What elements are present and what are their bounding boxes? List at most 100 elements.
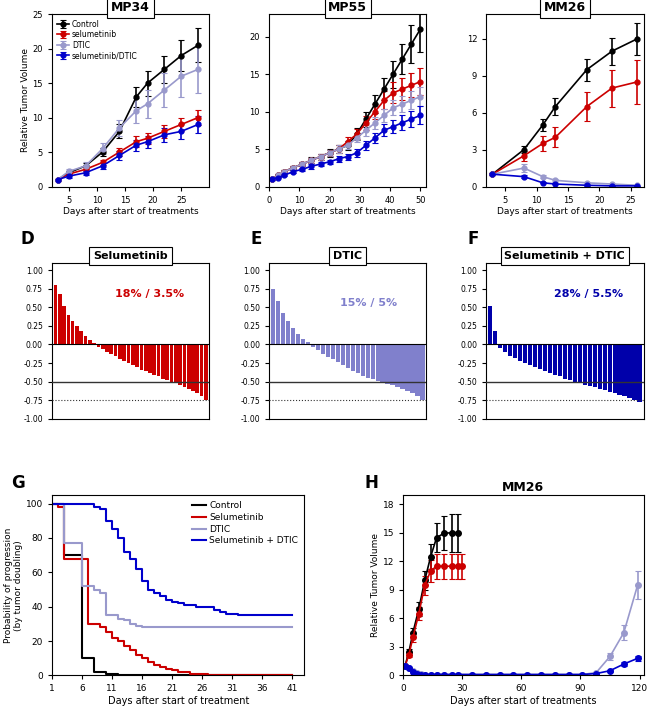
- Bar: [391, 344, 395, 385]
- Selumetinib + DTIC: [265, 611, 272, 619]
- Bar: [563, 344, 567, 378]
- Bar: [361, 344, 365, 375]
- Bar: [114, 344, 118, 356]
- Selumetinib + DTIC: [132, 565, 140, 573]
- Bar: [567, 344, 572, 380]
- DTIC: [156, 623, 164, 631]
- Title: Selumetinib + DTIC: Selumetinib + DTIC: [504, 251, 625, 261]
- DTIC: [66, 539, 74, 547]
- Bar: [271, 289, 275, 344]
- X-axis label: Days after start of treatments: Days after start of treatments: [280, 208, 415, 216]
- Bar: [79, 331, 83, 344]
- Bar: [356, 344, 360, 373]
- X-axis label: Days after start of treatments: Days after start of treatments: [497, 208, 632, 216]
- Text: 18% / 3.5%: 18% / 3.5%: [115, 289, 184, 299]
- Control: [90, 668, 98, 676]
- Bar: [165, 344, 169, 380]
- Bar: [174, 344, 177, 383]
- DTIC: [114, 614, 122, 623]
- Selumetinib + DTIC: [211, 606, 218, 614]
- Bar: [187, 344, 190, 389]
- Selumetinib + DTIC: [102, 516, 110, 525]
- DTIC: [132, 621, 140, 630]
- Bar: [58, 294, 62, 344]
- Selumetinib: [66, 555, 74, 563]
- Control: [84, 654, 92, 663]
- Selumetinib: [211, 671, 218, 680]
- Bar: [153, 344, 156, 375]
- Selumetinib + DTIC: [54, 499, 62, 508]
- Selumetinib: [96, 623, 104, 631]
- Bar: [612, 344, 617, 393]
- Bar: [326, 344, 330, 357]
- DTIC: [72, 539, 80, 547]
- Bar: [632, 344, 636, 400]
- Bar: [109, 344, 113, 354]
- DTIC: [144, 623, 152, 631]
- Bar: [335, 344, 340, 363]
- Text: 28% / 5.5%: 28% / 5.5%: [554, 289, 623, 299]
- Bar: [306, 342, 310, 344]
- X-axis label: Days after start of treatments: Days after start of treatments: [63, 208, 198, 216]
- Bar: [66, 315, 70, 344]
- DTIC: [96, 589, 104, 597]
- Bar: [75, 326, 79, 344]
- Bar: [523, 344, 527, 363]
- Y-axis label: Probability of progression
(by tumor doubling): Probability of progression (by tumor dou…: [3, 528, 23, 643]
- Selumetinib + DTIC: [168, 597, 176, 606]
- Bar: [88, 340, 92, 344]
- Control: [72, 551, 80, 560]
- DTIC: [180, 623, 188, 631]
- Selumetinib + DTIC: [156, 592, 164, 601]
- Legend: Control, Selumetinib, DTIC, Selumetinib + DTIC: Control, Selumetinib, DTIC, Selumetinib …: [190, 500, 300, 547]
- Bar: [170, 344, 174, 382]
- Selumetinib + DTIC: [144, 585, 152, 594]
- Selumetinib: [174, 668, 182, 676]
- DTIC: [126, 619, 134, 628]
- Bar: [301, 338, 305, 344]
- Bar: [101, 344, 105, 349]
- Line: DTIC: DTIC: [52, 503, 292, 627]
- Bar: [597, 344, 602, 389]
- Selumetinib + DTIC: [96, 504, 104, 513]
- Bar: [92, 343, 96, 344]
- Bar: [603, 344, 607, 390]
- Bar: [533, 344, 537, 367]
- Title: DTIC: DTIC: [333, 251, 362, 261]
- Selumetinib: [60, 555, 68, 563]
- Text: C: C: [467, 0, 480, 4]
- Bar: [200, 344, 203, 397]
- Bar: [421, 344, 424, 400]
- Selumetinib + DTIC: [270, 611, 278, 619]
- Bar: [593, 344, 597, 387]
- Bar: [296, 334, 300, 344]
- Bar: [84, 336, 87, 344]
- Control: [289, 671, 296, 680]
- Control: [60, 551, 68, 560]
- Selumetinib: [132, 651, 140, 659]
- Text: H: H: [365, 474, 378, 492]
- Title: Selumetinib: Selumetinib: [94, 251, 168, 261]
- Bar: [548, 344, 552, 373]
- Selumetinib + DTIC: [259, 611, 266, 619]
- DTIC: [162, 623, 170, 631]
- DTIC: [204, 623, 212, 631]
- DTIC: [138, 623, 146, 631]
- Bar: [573, 344, 577, 382]
- Line: Selumetinib + DTIC: Selumetinib + DTIC: [52, 503, 292, 615]
- Selumetinib: [120, 642, 128, 651]
- Selumetinib: [150, 661, 158, 669]
- Selumetinib + DTIC: [60, 499, 68, 508]
- Bar: [276, 301, 280, 344]
- Selumetinib: [84, 619, 92, 628]
- Bar: [62, 306, 66, 344]
- Bar: [538, 344, 542, 369]
- Title: MP55: MP55: [328, 1, 367, 14]
- Bar: [578, 344, 582, 383]
- DTIC: [54, 499, 62, 508]
- Bar: [370, 344, 375, 380]
- Selumetinib + DTIC: [48, 499, 56, 508]
- Selumetinib + DTIC: [198, 602, 206, 611]
- Bar: [410, 344, 415, 393]
- Selumetinib: [90, 619, 98, 628]
